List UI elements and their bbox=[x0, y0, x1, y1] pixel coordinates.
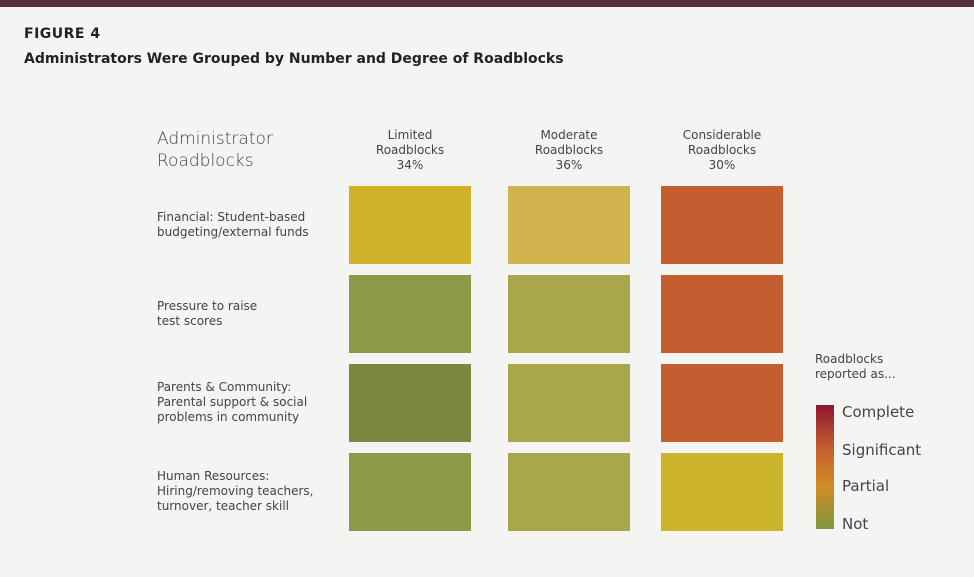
top-bar bbox=[0, 0, 974, 7]
column-label: Roadblocks bbox=[534, 143, 604, 157]
column-header: Limited Roadblocks 34% bbox=[348, 128, 472, 173]
row-label: Financial: Student-based budgeting/exter… bbox=[157, 210, 309, 239]
column-share: 30% bbox=[708, 158, 736, 172]
column-share: 34% bbox=[396, 158, 424, 172]
heatmap-cell bbox=[349, 186, 471, 264]
heatmap-cell bbox=[508, 275, 630, 353]
heatmap-cell bbox=[508, 453, 630, 531]
heatmap-cell bbox=[661, 186, 783, 264]
legend-color-bar bbox=[816, 405, 834, 529]
column-label: Considerable bbox=[682, 128, 762, 142]
legend-label-not: Not bbox=[842, 515, 869, 533]
legend-title: Roadblocks reported as... bbox=[815, 352, 896, 381]
heatmap-cell bbox=[508, 364, 630, 442]
row-header: Administrator Roadblocks bbox=[157, 129, 273, 171]
column-header: Moderate Roadblocks 36% bbox=[507, 128, 631, 173]
heatmap-cell bbox=[661, 275, 783, 353]
legend-label-significant: Significant bbox=[842, 441, 922, 459]
heatmap-cell bbox=[349, 364, 471, 442]
legend-label-partial: Partial bbox=[842, 477, 890, 495]
column-label: Moderate bbox=[540, 128, 598, 142]
column-share: 36% bbox=[555, 158, 583, 172]
row-label: Parents & Community: Parental support & … bbox=[157, 380, 308, 424]
column-label: Limited bbox=[387, 128, 433, 142]
column-header: Considerable Roadblocks 30% bbox=[660, 128, 784, 173]
figure-label: FIGURE 4 bbox=[24, 26, 101, 42]
legend-label-complete: Complete bbox=[842, 403, 915, 421]
heatmap-cell bbox=[349, 453, 471, 531]
chart-title: Administrators Were Grouped by Number an… bbox=[24, 51, 564, 67]
heatmap-cell bbox=[661, 364, 783, 442]
heatmap-cell bbox=[508, 186, 630, 264]
column-label: Roadblocks bbox=[687, 143, 757, 157]
row-label: Pressure to raise test scores bbox=[157, 299, 258, 328]
row-label: Human Resources: Hiring/removing teacher… bbox=[157, 469, 314, 513]
heatmap-cell bbox=[349, 275, 471, 353]
heatmap-cell bbox=[661, 453, 783, 531]
column-label: Roadblocks bbox=[375, 143, 445, 157]
